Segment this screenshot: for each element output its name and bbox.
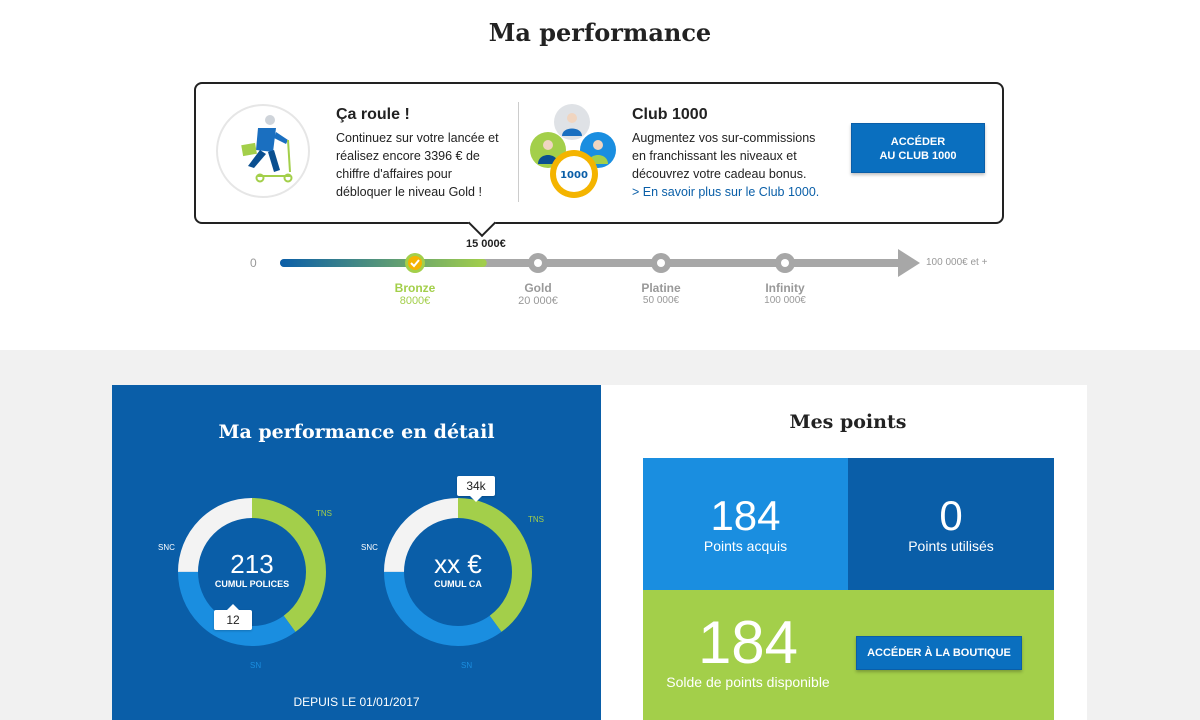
milestone-bronze-label: Bronze xyxy=(394,281,436,295)
progress-arrow-head xyxy=(898,249,920,277)
club-title: Club 1000 xyxy=(632,106,708,123)
club-line: découvrez votre cadeau bonus. xyxy=(632,167,807,181)
points-acquired-label: Points acquis xyxy=(703,538,788,554)
donut-ca-tooltip: 34k xyxy=(457,476,495,502)
access-club-button-line: ACCÉDER xyxy=(890,136,946,148)
progress-end-label: 100 000€ et + xyxy=(926,257,988,268)
points-used-tile: 0 Points utilisés xyxy=(848,458,1054,590)
milestone-platine-label: Platine xyxy=(641,281,681,295)
status-line: Continuez sur votre lancée et xyxy=(336,131,499,145)
access-club-button-line: AU CLUB 1000 xyxy=(879,150,957,162)
club-badge-text: 1000 xyxy=(560,170,588,181)
donut-policies-snc-label: SNC xyxy=(158,543,175,552)
milestone-infinity-dot xyxy=(775,253,795,273)
status-title: Ça roule ! xyxy=(336,106,410,123)
box-divider xyxy=(518,102,519,202)
access-club-button[interactable]: ACCÉDER AU CLUB 1000 xyxy=(851,123,985,173)
points-used-value: 0 xyxy=(939,492,963,539)
performance-detail-panel: Ma performance en détail 213 CUMUL POLIC… xyxy=(112,385,601,720)
donut-ca-snc-label: SNC xyxy=(361,543,378,552)
points-acquired-tile: 184 Points acquis xyxy=(643,458,848,590)
page-title: Ma performance xyxy=(488,18,712,47)
status-text: Continuez sur votre lancée et réalisez e… xyxy=(336,129,516,201)
scooter-icon xyxy=(241,115,293,183)
donut-ca-sn-label: SN xyxy=(461,661,473,670)
milestone-platine-value: 50 000€ xyxy=(642,295,680,306)
points-balance-label: Solde de points disponible xyxy=(666,674,830,690)
progress-track xyxy=(280,249,920,277)
donut-policies-sn-label: SN xyxy=(250,661,262,670)
club-text: Augmentez vos sur-commissions en franchi… xyxy=(632,129,842,201)
donut-policies-tooltip: 12 xyxy=(214,604,252,630)
milestone-gold-dot xyxy=(528,253,548,273)
detail-title: Ma performance en détail xyxy=(218,421,495,443)
donut-segment-snc xyxy=(178,498,326,646)
donut-ca-value: xx € xyxy=(434,549,482,579)
donut-ca xyxy=(384,498,532,646)
club-line: en franchissant les niveaux et xyxy=(632,149,797,163)
points-acquired-value: 184 xyxy=(710,492,781,539)
donut-segment-sn xyxy=(384,498,532,646)
status-line: débloquer le niveau Gold ! xyxy=(336,185,482,199)
donut-policies xyxy=(178,498,326,646)
status-line: réalisez encore 3396 € de xyxy=(336,149,480,163)
progress-start-label: 0 xyxy=(250,256,257,270)
donut-policies-value: 213 xyxy=(230,549,274,579)
donut-policies-tns-label: TNS xyxy=(316,509,332,518)
access-shop-button[interactable]: ACCÉDER À LA BOUTIQUE xyxy=(856,636,1022,670)
points-balance-value: 184 xyxy=(697,609,799,676)
donut-policies-label: CUMUL POLICES xyxy=(214,579,290,589)
club-info-link[interactable]: > En savoir plus sur le Club 1000. xyxy=(632,185,820,199)
donut-ca-label: CUMUL CA xyxy=(434,579,482,589)
club-1000-illustration: 1000 xyxy=(530,104,616,198)
box-pointer xyxy=(467,208,497,238)
detail-footer: DEPUIS LE 01/01/2017 xyxy=(293,695,420,709)
milestone-bronze-value: 8000€ xyxy=(399,295,431,307)
donut-segment-sn xyxy=(178,498,326,646)
donut-ca-tns-label: TNS xyxy=(528,515,544,524)
milestone-gold-label: Gold xyxy=(524,281,552,295)
status-line: chiffre d'affaires pour xyxy=(336,167,452,181)
milestone-infinity-value: 100 000€ xyxy=(764,295,806,306)
points-panel: Mes points 184 Points acquis 0 Points ut… xyxy=(601,385,1087,720)
points-balance-tile: 184 Solde de points disponible ACCÉDER À… xyxy=(643,590,1054,720)
scooter-illustration xyxy=(216,104,310,198)
progress-track-fill xyxy=(280,259,487,267)
club-line: Augmentez vos sur-commissions xyxy=(632,131,816,145)
progress-current-marker: 15 000€ xyxy=(466,238,506,250)
points-title: Mes points xyxy=(789,411,907,433)
performance-info-box: Ça roule ! Continuez sur votre lancée et… xyxy=(194,82,1004,238)
milestone-bronze-dot xyxy=(405,253,425,273)
milestone-infinity-label: Infinity xyxy=(765,281,805,295)
milestone-gold-value: 20 000€ xyxy=(518,295,558,307)
points-used-label: Points utilisés xyxy=(908,538,994,554)
donut-segment-snc xyxy=(384,498,532,646)
milestone-platine-dot xyxy=(651,253,671,273)
